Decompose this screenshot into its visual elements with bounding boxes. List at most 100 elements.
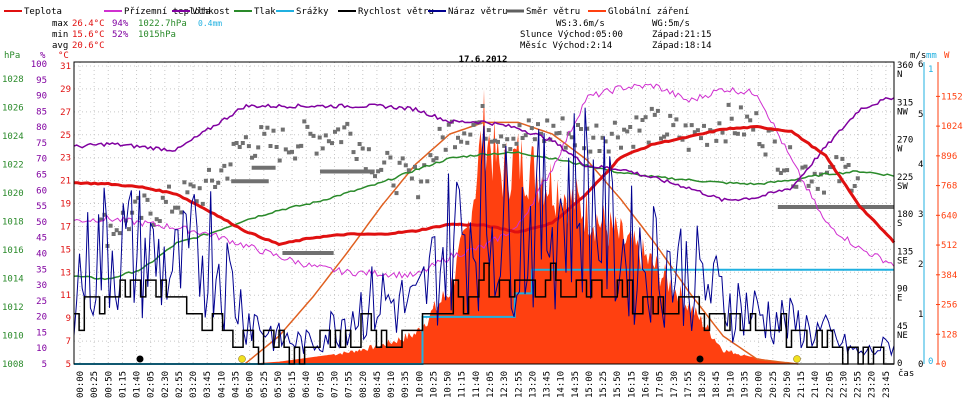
wind-direction-point [373, 174, 377, 179]
wind-direction-point [376, 169, 381, 174]
legend-item-vlhkost: Vlhkost [172, 7, 230, 17]
wind-direction-point [806, 183, 811, 188]
wind-direction-point [277, 158, 282, 163]
x-tick-label: 14:35 [571, 371, 581, 398]
wind-direction-point [760, 144, 765, 149]
legend-label: Globální záření [608, 7, 689, 17]
wind-direction-point [197, 186, 202, 191]
wind-direction-point [453, 145, 457, 150]
wind-direction-point [262, 131, 267, 136]
direction-name-label: S [897, 219, 902, 229]
wind-direction-point [692, 130, 697, 135]
x-tick-label: 17:05 [656, 371, 666, 398]
wind-direction-point [139, 215, 144, 220]
wind-direction-point [336, 127, 341, 132]
wind-direction-point [293, 156, 298, 161]
wind-tick-label: 1 [918, 310, 923, 320]
x-tick-label: 17:30 [670, 371, 680, 398]
wind-direction-point [160, 195, 165, 200]
wind-direction-point [708, 128, 713, 133]
sunrise-marker [238, 355, 246, 363]
wind-direction-point [200, 201, 205, 206]
x-tick-label: 07:05 [316, 371, 326, 398]
x-tick-label: 11:15 [458, 371, 468, 398]
wind-direction-point [268, 144, 273, 148]
wind-direction-point [379, 167, 384, 172]
stat-min-hum: 52% [112, 30, 129, 40]
legend-item-teplota: Teplota [4, 7, 62, 17]
x-tick-label: 00:00 [76, 371, 86, 398]
x-tick-label: 07:30 [330, 371, 340, 398]
wind-direction-point [809, 179, 814, 184]
wind-direction-point [609, 131, 614, 136]
solar-tick-label: 128 [941, 330, 957, 340]
wind-direction-point [290, 149, 294, 154]
solar-radiation-area [74, 89, 894, 364]
wind-direction-point [167, 184, 171, 189]
legend-item-srazky: Srážky [276, 7, 329, 17]
wind-direction-point [705, 142, 710, 147]
humidity-tick-label: 40 [36, 249, 47, 259]
humidity-tick-label: 45 [36, 234, 47, 244]
wind-direction-point [837, 179, 842, 184]
direction-name-label: NE [897, 331, 908, 341]
wind-direction-point [775, 167, 780, 172]
pressure-tick-label: 1022 [2, 161, 24, 171]
x-tick-label: 21:15 [797, 371, 807, 398]
humidity-tick-label: 70 [36, 155, 47, 165]
pressure-tick-label: 1018 [2, 218, 24, 228]
wind-direction-point [243, 135, 248, 140]
stats-block: max 26.4°C 94% 1022.7hPa 0.4mm min 15.6°… [52, 19, 222, 51]
wind-direction-point [102, 212, 107, 217]
wind-direction-point [185, 190, 190, 195]
series [73, 83, 896, 365]
direction-name-label: SW [897, 182, 908, 192]
wind-direction-point [397, 160, 402, 165]
x-tick-label: 23:20 [868, 371, 878, 398]
wind-direction-point [729, 116, 734, 121]
wind-direction-point [505, 137, 510, 142]
legend-item-prizemni-teplota: Přízemní teplota [104, 7, 211, 17]
wind-direction-point [286, 150, 291, 155]
info-sun-set: Západ:21:15 [652, 30, 712, 40]
wind-direction-point [778, 171, 783, 175]
legend-label: Srážky [296, 7, 329, 17]
temp-tick-label: 15 [60, 245, 71, 255]
wind-tick-label: 4 [918, 160, 923, 170]
wind-direction-point [173, 205, 178, 210]
stat-min-temp: 15.6°C [72, 30, 105, 40]
wind-direction-point [385, 150, 390, 155]
wind-direction-point [308, 131, 313, 136]
x-tick-label: 18:20 [698, 371, 708, 398]
wind-direction-point [142, 193, 147, 198]
wind-direction-point [763, 152, 768, 157]
rain-tick-label: 0 [928, 357, 933, 367]
wind-direction-point [191, 184, 196, 189]
axis-unit-ms: m/s [910, 51, 926, 61]
pressure-tick-label: 1012 [2, 303, 24, 313]
stat-max-hum: 94% [112, 19, 129, 29]
direction-tick-label: 135 [897, 247, 913, 257]
x-tick-label: 21:40 [811, 371, 821, 398]
wind-direction-point [619, 145, 623, 150]
x-tick-label: 23:45 [882, 371, 892, 398]
legend-item-globalni-zareni: Globální záření [588, 7, 689, 17]
wind-direction-point [456, 135, 460, 140]
wind-direction-point [492, 138, 497, 143]
wind-direction-point [517, 123, 522, 128]
pressure-tick-label: 1020 [2, 189, 24, 199]
wind-direction-point [748, 118, 753, 123]
wind-direction-point [382, 160, 387, 165]
humidity-tick-label: 30 [36, 281, 47, 291]
x-tick-label: 00:25 [90, 371, 100, 398]
direction-name-label: NW [897, 107, 908, 117]
wind-tick-label: 2 [918, 260, 923, 270]
x-tick-label: 10:50 [444, 371, 454, 398]
axis-unit-wm2: W [944, 51, 950, 61]
wind-direction-point [145, 197, 150, 202]
wind-direction-point [772, 139, 777, 144]
wind-direction-point [431, 158, 436, 163]
wind-direction-point [579, 127, 583, 131]
wind-direction-point [388, 155, 393, 160]
wind-direction-point [179, 210, 184, 215]
